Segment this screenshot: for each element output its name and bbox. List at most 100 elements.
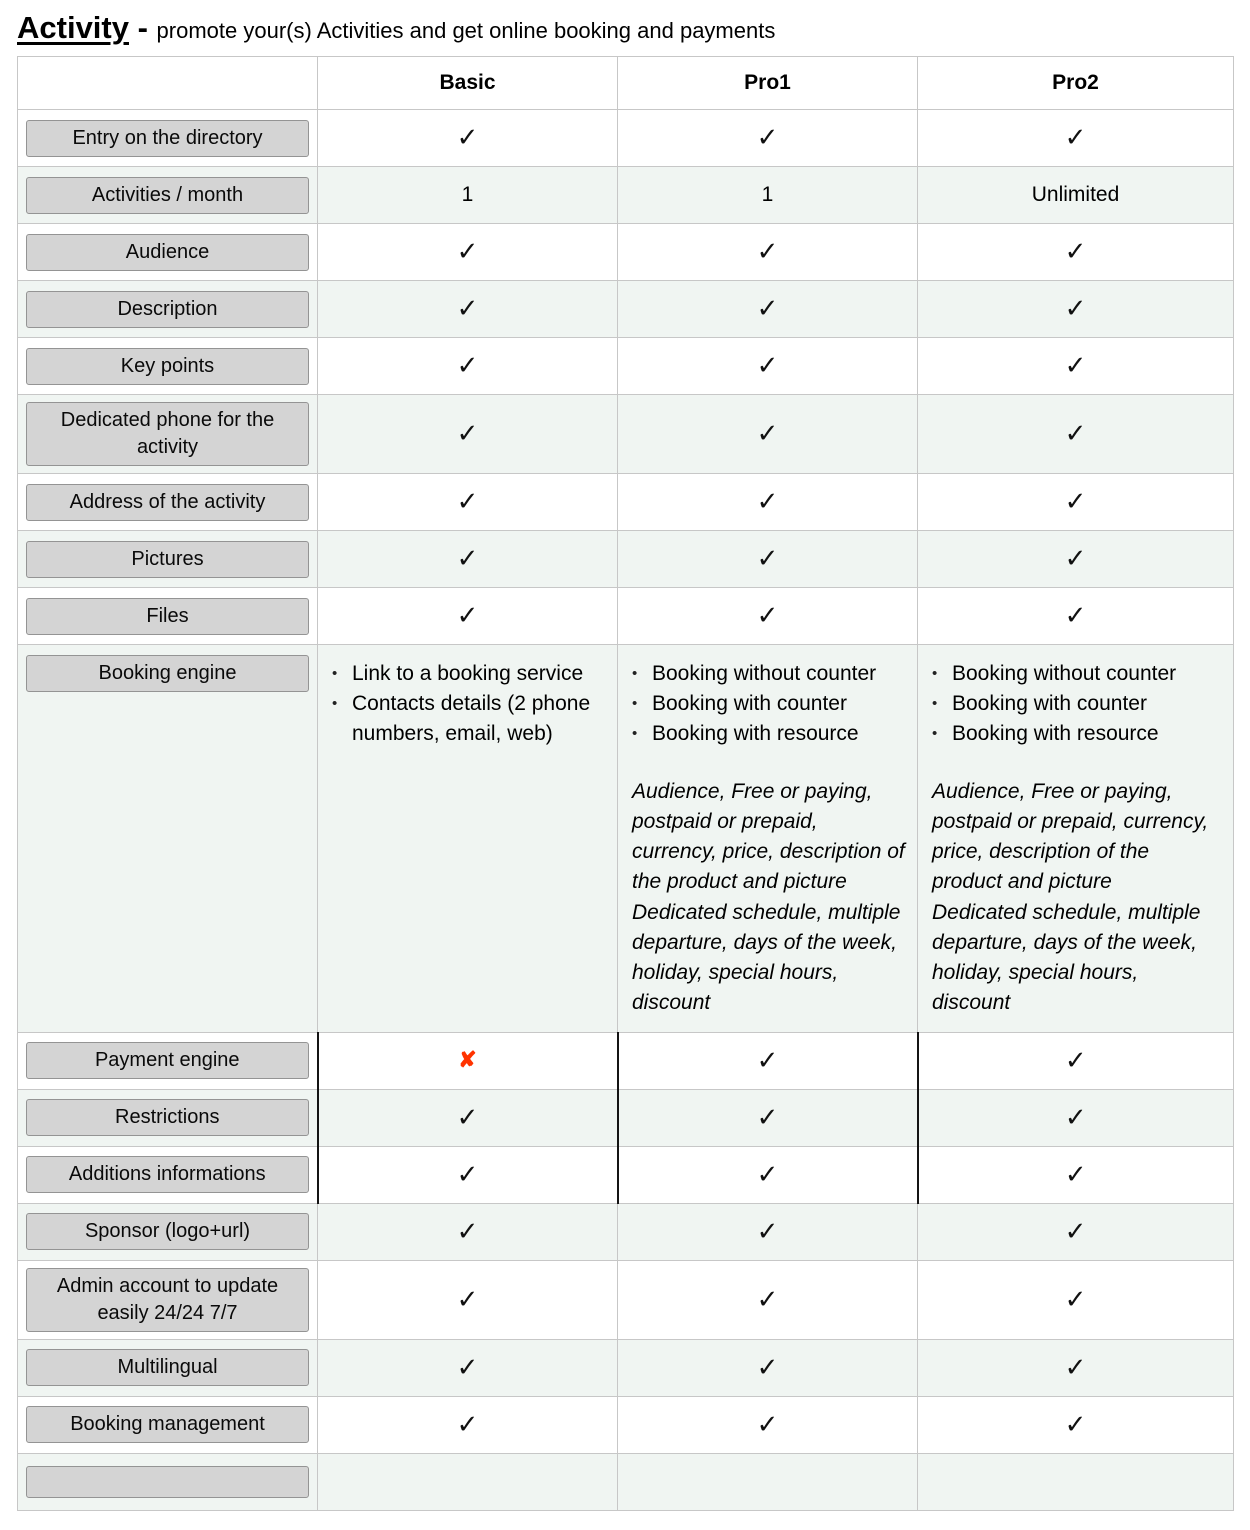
check-cell: ✓ <box>617 109 918 168</box>
bullet-item: • Contacts details (2 phone numbers, emai… <box>332 689 605 749</box>
feature-label <box>26 1465 309 1498</box>
table-row: Booking management ✓ ✓ ✓ <box>17 1395 1234 1454</box>
table-row: Admin account to update easily 24/24 7/7… <box>17 1259 1234 1340</box>
check-cell: ✓ <box>617 1259 918 1340</box>
table-header: Basic Pro1 Pro2 <box>17 56 1234 111</box>
bullet-icon: • <box>332 665 338 683</box>
check-icon: ✓ <box>756 1215 779 1246</box>
check-icon: ✓ <box>456 1158 479 1189</box>
check-cell: ✓ <box>917 109 1234 168</box>
check-icon: ✓ <box>756 1101 779 1132</box>
check-cell: ✓ <box>616 1088 918 1147</box>
check-icon: ✓ <box>456 122 479 153</box>
feature-label-cell: Booking engine <box>17 644 318 1033</box>
bullet-text: Booking with counter <box>952 692 1147 716</box>
check-cell: ✓ <box>917 1338 1234 1397</box>
check-cell: ✓ <box>317 587 618 646</box>
feature-label: Activities / month <box>26 176 309 214</box>
check-cell: ✓ <box>616 1145 918 1204</box>
feature-label: Admin account to update easily 24/24 7/7 <box>26 1267 309 1332</box>
check-cell: ✓ <box>316 1145 618 1204</box>
check-cell: ✓ <box>917 337 1234 396</box>
bullet-text: Booking with counter <box>652 692 847 716</box>
check-icon: ✓ <box>456 293 479 324</box>
feature-label: Files <box>26 597 309 635</box>
feature-label: Restrictions <box>26 1099 309 1137</box>
bullet-icon: • <box>932 695 938 713</box>
check-cell: ✓ <box>617 337 918 396</box>
check-cell: ✓ <box>917 223 1234 282</box>
cross-icon: ✘ <box>458 1046 477 1072</box>
check-cell: ✓ <box>917 280 1234 339</box>
check-cell: ✓ <box>617 587 918 646</box>
page-title-main: Activity <box>17 10 129 45</box>
feature-label: Pictures <box>26 540 309 578</box>
detail-note: Audience, Free or paying, postpaid or pr… <box>932 780 1209 1014</box>
check-icon: ✓ <box>756 600 779 631</box>
feature-column-header <box>17 56 318 111</box>
feature-label-cell: Description <box>17 280 318 339</box>
check-icon: ✓ <box>456 1283 479 1314</box>
table-row: Description ✓ ✓ ✓ <box>17 280 1234 339</box>
page-subtitle: promote your(s) Activities and get onlin… <box>156 18 776 43</box>
cross-cell: ✘ <box>316 1031 618 1090</box>
feature-label-cell: Audience <box>17 223 318 282</box>
bullet-item: • Booking with counter <box>632 689 905 719</box>
bullet-item: • Booking without counter <box>932 659 1221 689</box>
check-icon: ✓ <box>756 543 779 574</box>
detail-cell: • Booking without counter • Booking with co… <box>917 644 1234 1033</box>
check-icon: ✓ <box>756 350 779 381</box>
table-header-row: Basic Pro1 Pro2 <box>17 56 1234 111</box>
check-icon: ✓ <box>756 236 779 267</box>
check-icon: ✓ <box>756 122 779 153</box>
check-icon: ✓ <box>756 1158 779 1189</box>
value-cell: Unlimited <box>917 166 1234 225</box>
feature-label: Dedicated phone for the activity <box>26 402 309 467</box>
bullet-icon: • <box>932 665 938 683</box>
check-icon: ✓ <box>756 293 779 324</box>
check-icon: ✓ <box>1064 600 1087 631</box>
check-icon: ✓ <box>456 600 479 631</box>
check-cell: ✓ <box>916 1031 1234 1090</box>
check-icon: ✓ <box>456 418 479 449</box>
bullet-item: • Booking with counter <box>932 689 1221 719</box>
check-cell: ✓ <box>317 394 618 475</box>
bullet-text: Booking with resource <box>952 722 1159 746</box>
table-row: Address of the activity ✓ ✓ ✓ <box>17 473 1234 532</box>
bullet-icon: • <box>932 725 938 743</box>
bullet-item: • Booking with resource <box>632 719 905 749</box>
table-row <box>17 1452 1234 1511</box>
table-row: Sponsor (logo+url) ✓ ✓ ✓ <box>17 1202 1234 1261</box>
check-cell: ✓ <box>617 394 918 475</box>
plan-comparison-table: Basic Pro1 Pro2 Entry on the directory ✓ ✓ ✓ A… <box>17 56 1234 1511</box>
check-cell: ✓ <box>916 1088 1234 1147</box>
check-cell: ✓ <box>917 473 1234 532</box>
check-icon: ✓ <box>756 1044 779 1075</box>
feature-label-cell: Payment engine <box>17 1031 318 1090</box>
bullet-icon: • <box>332 695 338 713</box>
check-icon: ✓ <box>456 236 479 267</box>
check-icon: ✓ <box>1064 418 1087 449</box>
check-cell: ✓ <box>917 1395 1234 1454</box>
detail-cell: • Booking without counter • Booking with co… <box>617 644 918 1033</box>
check-cell: ✓ <box>917 1202 1234 1261</box>
check-cell: ✓ <box>317 109 618 168</box>
check-cell: ✓ <box>317 473 618 532</box>
feature-label: Sponsor (logo+url) <box>26 1213 309 1251</box>
check-icon: ✓ <box>456 543 479 574</box>
check-cell: ✓ <box>617 1395 918 1454</box>
feature-label: Key points <box>26 347 309 385</box>
feature-label-cell: Admin account to update easily 24/24 7/7 <box>17 1259 318 1340</box>
table-row: Multilingual ✓ ✓ ✓ <box>17 1338 1234 1397</box>
feature-label-cell: Booking management <box>17 1395 318 1454</box>
bullet-item: • Booking without counter <box>632 659 905 689</box>
check-icon: ✓ <box>1064 1351 1087 1382</box>
feature-label: Audience <box>26 233 309 271</box>
bullet-icon: • <box>632 665 638 683</box>
check-cell: ✓ <box>616 1031 918 1090</box>
plan-column-header-basic: Basic <box>317 56 618 111</box>
check-cell: ✓ <box>317 337 618 396</box>
feature-label: Payment engine <box>26 1042 309 1080</box>
feature-label: Description <box>26 290 309 328</box>
